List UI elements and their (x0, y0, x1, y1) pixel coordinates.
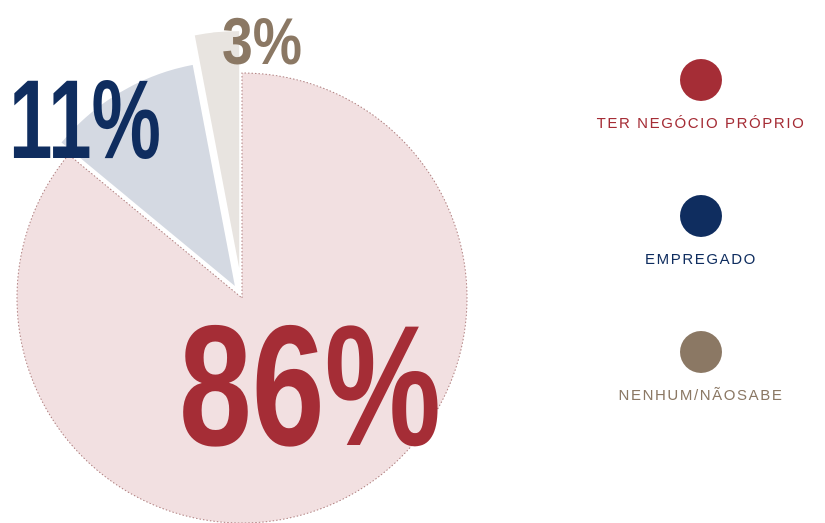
legend-label: TER NEGÓCIO PRÓPRIO (597, 115, 806, 132)
value-label: 86% (179, 290, 441, 482)
pie-slice (16, 72, 468, 523)
legend-marker (680, 195, 722, 237)
legend-marker (680, 331, 722, 373)
pie-slice (61, 64, 235, 286)
legend-label: EMPREGADO (645, 251, 757, 268)
value-label: 3% (222, 4, 302, 78)
value-label: 11% (9, 57, 161, 182)
pie-slice (194, 31, 240, 269)
legend-marker (680, 59, 722, 101)
legend-label: NENHUM/NÃOSABE (619, 387, 784, 404)
